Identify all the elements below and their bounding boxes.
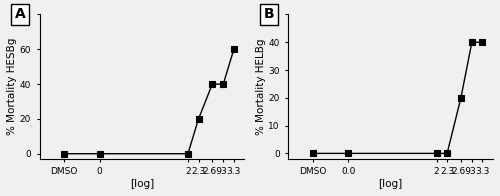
Y-axis label: % Mortality HESBg: % Mortality HESBg [7, 38, 17, 135]
Text: B: B [264, 7, 274, 21]
X-axis label: [log]: [log] [130, 179, 154, 189]
Y-axis label: % Mortality HELBg: % Mortality HELBg [256, 38, 266, 135]
X-axis label: [log]: [log] [378, 179, 402, 189]
Text: A: A [15, 7, 26, 21]
